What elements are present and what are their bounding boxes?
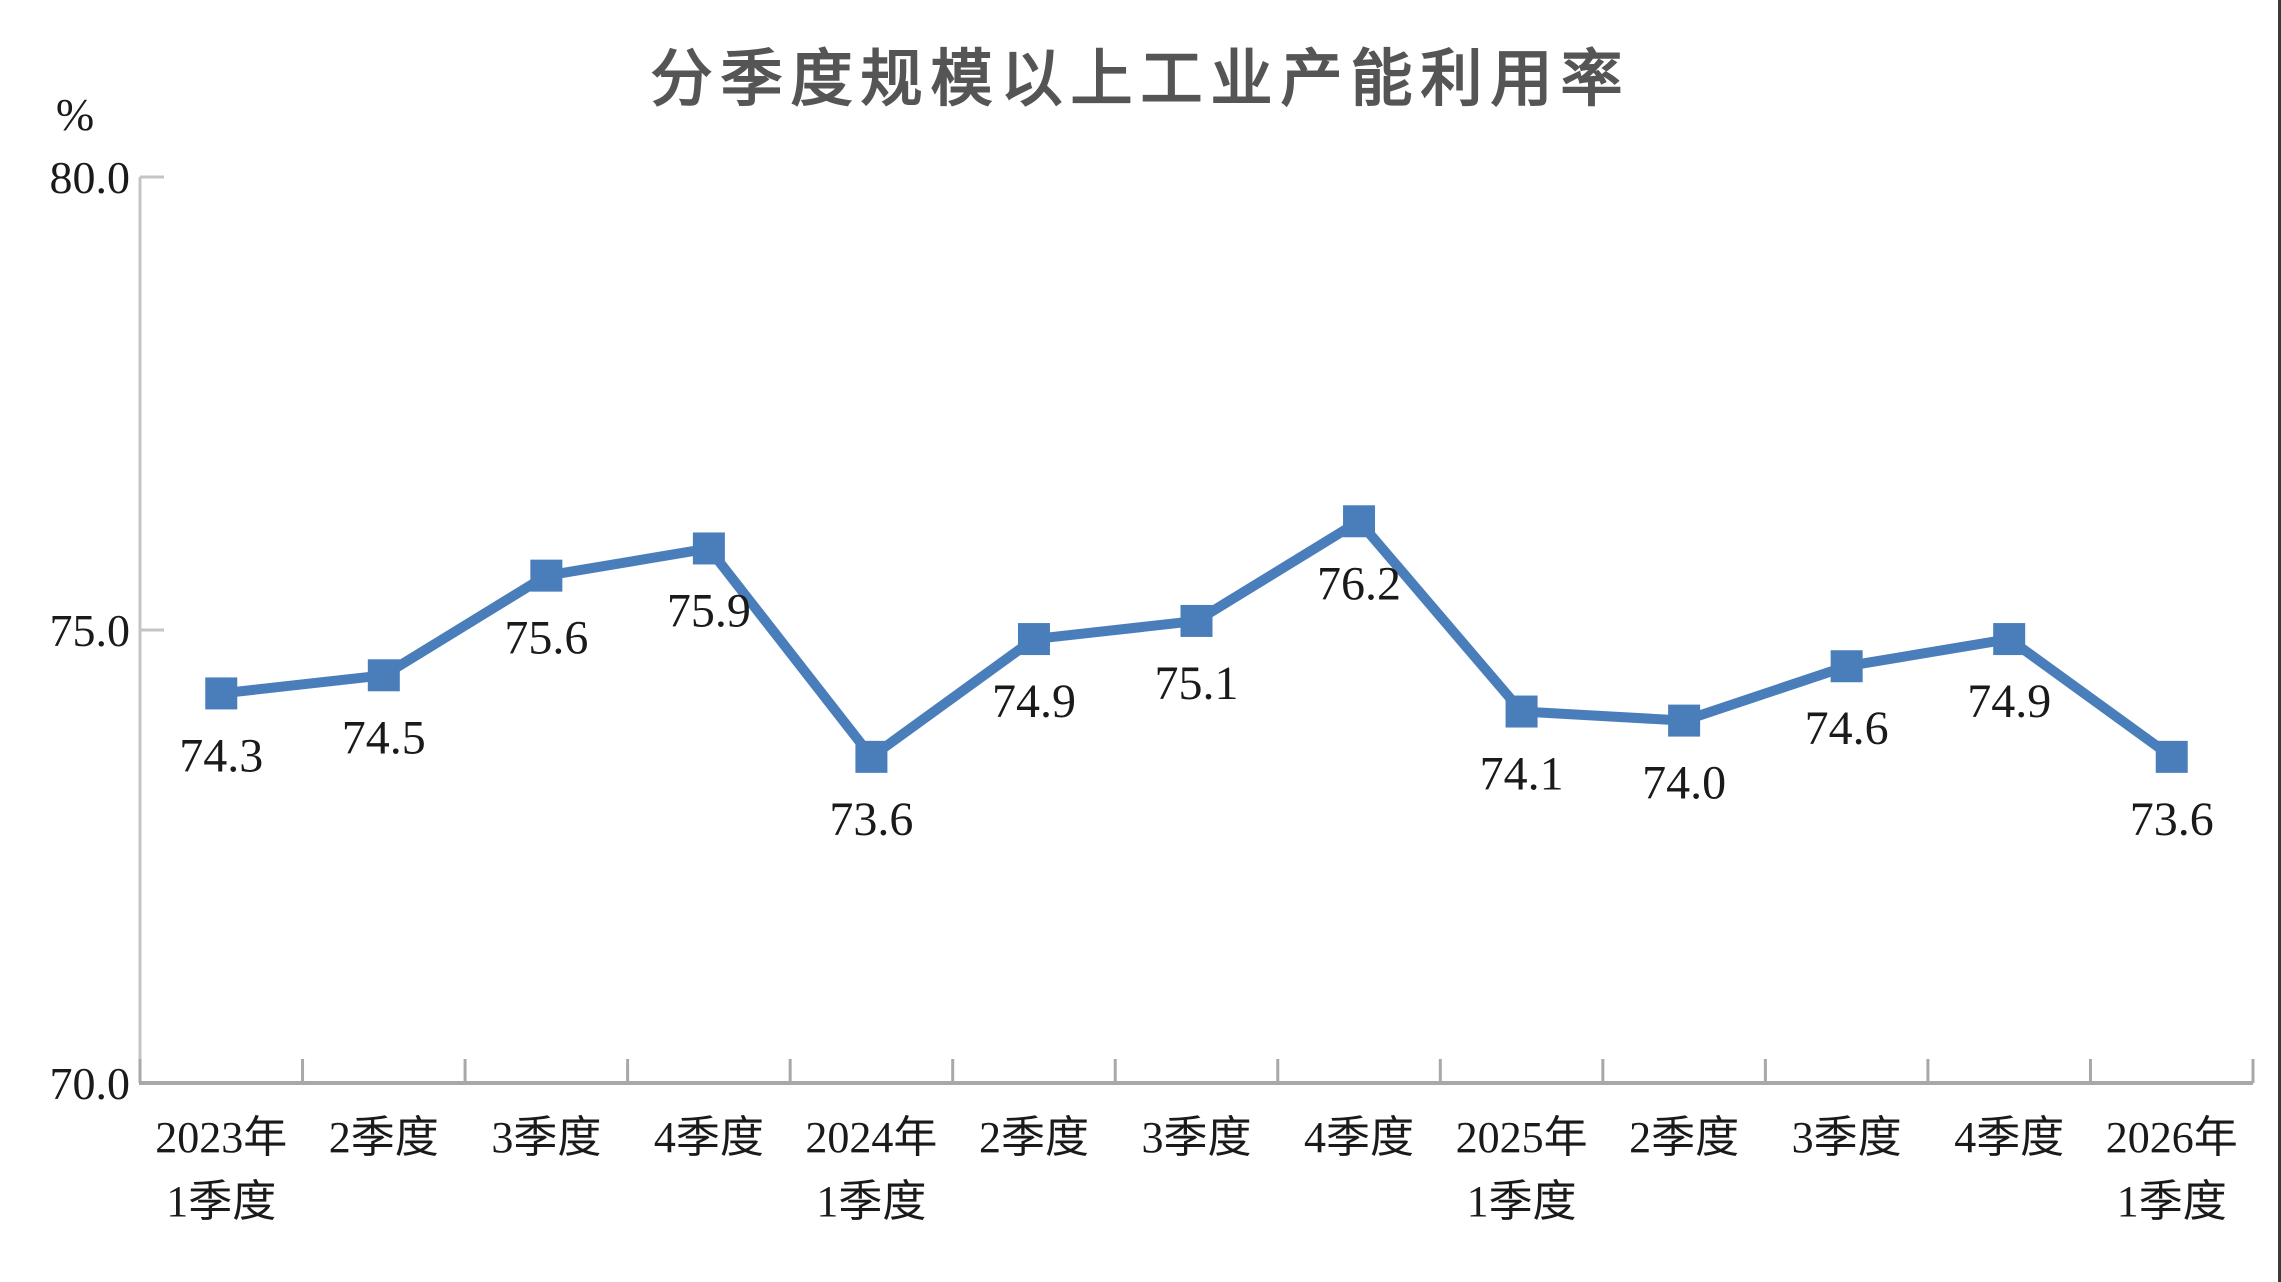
y-axis-tick-label: 80.0 xyxy=(50,152,131,203)
x-axis-category-label: 4季度 xyxy=(1954,1113,2064,1162)
data-point-marker xyxy=(2155,740,2188,773)
data-point-label: 76.2 xyxy=(1317,557,1401,610)
data-point-label: 73.6 xyxy=(829,793,913,846)
data-point-marker xyxy=(1993,623,2026,656)
data-point-label: 73.6 xyxy=(2130,793,2214,846)
data-point-label: 74.9 xyxy=(1967,675,2051,728)
x-axis-category-label: 1季度 xyxy=(2117,1177,2227,1226)
data-point-label: 74.9 xyxy=(992,675,1076,728)
x-axis-category-label: 3季度 xyxy=(1792,1113,1902,1162)
data-point-marker xyxy=(1017,623,1050,656)
x-axis-category-label: 2季度 xyxy=(1629,1113,1739,1162)
x-axis-category-label: 1季度 xyxy=(816,1177,926,1226)
data-point-label: 74.0 xyxy=(1642,757,1726,810)
data-point-marker xyxy=(855,740,888,773)
data-point-label: 74.6 xyxy=(1805,702,1889,755)
data-point-label: 75.9 xyxy=(667,584,751,637)
x-axis-category-label: 1季度 xyxy=(166,1177,276,1226)
data-point-marker xyxy=(1830,650,1863,683)
data-point-label: 74.5 xyxy=(342,711,426,764)
data-point-marker xyxy=(530,559,563,592)
x-axis-category-label: 2季度 xyxy=(979,1113,1089,1162)
y-axis-unit-label: % xyxy=(56,89,94,140)
data-point-marker xyxy=(1180,604,1213,637)
chart-title: 分季度规模以上工业产能利用率 xyxy=(650,45,1631,114)
x-axis-category-label: 4季度 xyxy=(654,1113,764,1162)
x-axis-category-label: 2023年 xyxy=(155,1113,287,1162)
x-axis-category-label: 2024年 xyxy=(805,1113,937,1162)
y-axis-tick-label: 75.0 xyxy=(50,605,131,656)
right-border xyxy=(2278,0,2281,1282)
data-point-marker xyxy=(1668,704,1701,737)
x-axis-category-label: 4季度 xyxy=(1304,1113,1414,1162)
data-point-label: 75.1 xyxy=(1155,657,1239,710)
data-point-label: 74.1 xyxy=(1480,748,1564,801)
data-point-marker xyxy=(205,677,238,710)
x-axis-category-label: 3季度 xyxy=(491,1113,601,1162)
x-axis-category-label: 2季度 xyxy=(329,1113,439,1162)
data-point-marker xyxy=(367,659,400,692)
data-point-label: 75.6 xyxy=(504,612,588,665)
x-axis-category-label: 3季度 xyxy=(1142,1113,1252,1162)
x-axis-category-label: 1季度 xyxy=(1467,1177,1577,1226)
y-axis-tick-label: 70.0 xyxy=(50,1058,131,1109)
data-point-marker xyxy=(692,532,725,565)
x-axis-category-label: 2025年 xyxy=(1456,1113,1588,1162)
data-point-marker xyxy=(1343,505,1376,538)
x-axis-category-label: 2026年 xyxy=(2106,1113,2238,1162)
data-point-label: 74.3 xyxy=(179,729,263,782)
data-point-marker xyxy=(1505,695,1538,728)
